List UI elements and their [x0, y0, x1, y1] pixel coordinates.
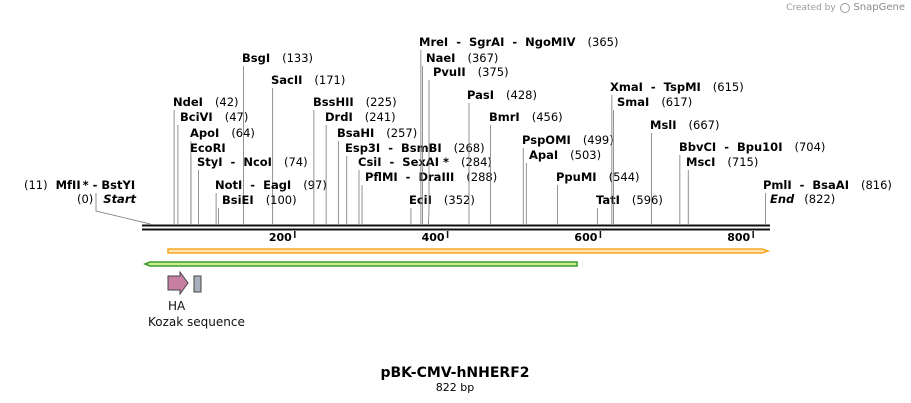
restriction-site-label[interactable]: SacII (171)	[271, 73, 345, 87]
restriction-site-label[interactable]: BciVI (47)	[180, 110, 248, 124]
kozak-feature[interactable]: Kozak sequence	[148, 275, 245, 329]
restriction-site-label[interactable]: StyI - NcoI (74)	[197, 155, 308, 169]
restriction-site-label[interactable]: DrdI (241)	[325, 110, 396, 124]
restriction-site-label[interactable]: ApaI (503)	[529, 148, 601, 162]
orange-feature-arrow[interactable]	[167, 248, 771, 254]
ha-label: HA	[168, 299, 186, 313]
restriction-site-label[interactable]: CsiI - SexAI * (284)	[358, 155, 492, 169]
restriction-site-label[interactable]: ApoI (64)	[190, 126, 255, 140]
restriction-site-label[interactable]: PasI (428)	[467, 88, 537, 102]
orange-feature[interactable]	[167, 248, 771, 254]
restriction-site-label[interactable]: (11) MfII * - BstYI	[24, 178, 135, 192]
restriction-site-label[interactable]: NotI - EagI (97)	[215, 178, 327, 192]
credit-brand: SnapGene	[853, 2, 905, 13]
restriction-site-label[interactable]: MslI (667)	[650, 118, 719, 132]
restriction-site-label[interactable]: BmrI (456)	[489, 110, 563, 124]
restriction-site-label[interactable]: NaeI (367)	[426, 51, 498, 65]
plasmid-title: pBK-CMV-hNHERF2	[380, 365, 529, 381]
ha-feature[interactable]: HA	[167, 270, 189, 313]
end-label: End (822)	[770, 192, 835, 206]
snapgene-credit: Created by SnapGene	[786, 2, 905, 13]
plasmid-length: 822 bp	[436, 381, 474, 394]
restriction-site-label[interactable]: PmlI - BsaAI (816)	[763, 178, 892, 192]
restriction-site-label[interactable]: PvuII (375)	[433, 65, 509, 79]
kozak-label: Kozak sequence	[148, 315, 245, 329]
restriction-site-label[interactable]: PspOMI (499)	[522, 133, 614, 147]
restriction-site-label[interactable]: BssHII (225)	[313, 95, 397, 109]
start-label: (0) Start	[77, 192, 137, 206]
ha-arrow[interactable]	[167, 270, 189, 296]
restriction-site-label[interactable]: PpuMI (544)	[556, 170, 640, 184]
restriction-site-label[interactable]: BsaHI (257)	[337, 126, 417, 140]
backbone	[142, 224, 770, 231]
restriction-site-label[interactable]: BsgI (133)	[242, 51, 313, 65]
site-leader-line	[95, 193, 151, 225]
green-feature[interactable]	[142, 261, 578, 267]
restriction-site-label[interactable]: MreI - SgrAI - NgoMIV (365)	[419, 35, 618, 49]
restriction-site-label[interactable]: XmaI - TspMI (615)	[610, 80, 744, 94]
restriction-site-label[interactable]: TatI (596)	[596, 193, 663, 207]
site-leader-line	[428, 80, 430, 225]
ruler-tick-label: 400	[422, 231, 445, 244]
restriction-site-label[interactable]: NdeI (42)	[173, 95, 239, 109]
restriction-site-label[interactable]: MscI (715)	[686, 155, 758, 169]
ruler: 200 400 600 800	[269, 231, 754, 244]
green-feature-arrow[interactable]	[142, 261, 578, 267]
restriction-site-label[interactable]: SmaI (617)	[617, 95, 692, 109]
restriction-site-label[interactable]: EciI (352)	[409, 193, 475, 207]
credit-prefix: Created by	[786, 3, 836, 13]
restriction-site-label[interactable]: BsiEI (100)	[222, 193, 297, 207]
restriction-site-label[interactable]: EcoRI	[190, 141, 226, 155]
restriction-site-label[interactable]: Esp3I - BsmBI (268)	[345, 141, 485, 155]
kozak-box[interactable]	[193, 275, 202, 293]
restriction-site-label[interactable]: PflMI - DraIII (288)	[365, 170, 497, 184]
restriction-site-label[interactable]: BbvCI - Bpu10I (704)	[679, 140, 825, 154]
restriction-sites: BsgI (133) SacII (171) NdeI (42)BciVI (47) ApoI…	[24, 35, 892, 225]
ruler-tick-label: 200	[269, 231, 292, 244]
ruler-tick-label: 800	[727, 231, 750, 244]
credit-logo-icon	[839, 2, 850, 13]
ruler-tick-label: 600	[574, 231, 597, 244]
